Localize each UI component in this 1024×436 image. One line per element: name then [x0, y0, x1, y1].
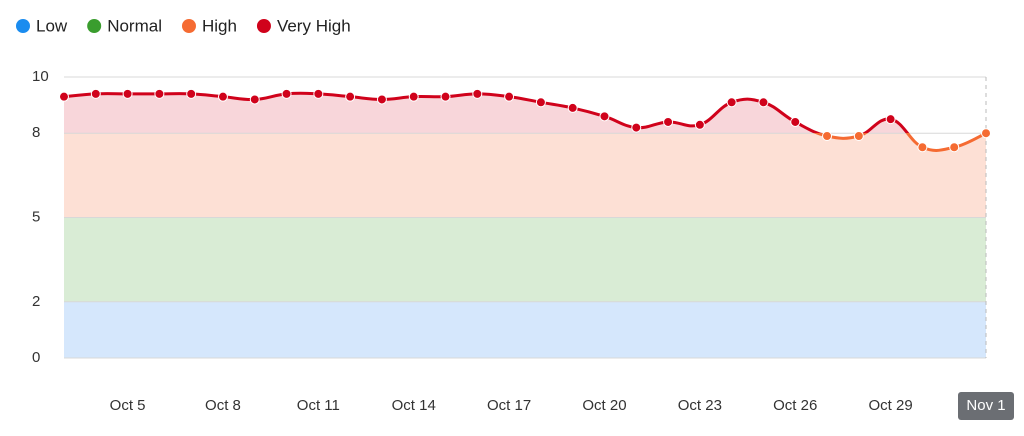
y-tick-label: 2 — [32, 293, 40, 310]
point — [186, 88, 197, 99]
point — [981, 128, 991, 139]
x-tick-label: Oct 26 — [773, 397, 817, 414]
legend-swatch — [16, 19, 30, 33]
legend-label: Normal — [107, 16, 162, 35]
point — [59, 91, 69, 102]
y-tick-label: 8 — [32, 124, 40, 141]
x-tick-label: Oct 5 — [110, 397, 146, 414]
point — [345, 91, 356, 102]
y-tick-label: 10 — [32, 68, 49, 85]
point — [917, 142, 928, 153]
point — [790, 116, 801, 127]
x-tick-label: Oct 29 — [869, 397, 913, 414]
point — [535, 97, 546, 108]
x-tick-label: Oct 14 — [392, 397, 436, 414]
point — [440, 91, 451, 102]
point — [663, 116, 674, 127]
point — [281, 88, 292, 99]
legend-swatch — [87, 19, 102, 33]
point — [726, 97, 737, 108]
band — [64, 133, 986, 218]
band — [64, 301, 986, 358]
point — [408, 91, 419, 102]
y-tick-label: 0 — [32, 349, 40, 366]
y-tick-label: 5 — [32, 208, 40, 225]
point — [567, 102, 578, 113]
legend-label: High — [202, 16, 237, 35]
point — [504, 91, 515, 102]
point — [376, 94, 387, 105]
point — [90, 88, 101, 99]
legend-label: Very High — [277, 16, 351, 35]
x-tick-label: Oct 17 — [487, 397, 531, 414]
point — [853, 131, 864, 142]
x-tick-label: Oct 23 — [678, 397, 722, 414]
point — [472, 88, 483, 99]
legend-swatch — [181, 19, 196, 33]
point — [949, 142, 960, 153]
point — [217, 91, 228, 102]
point — [694, 119, 705, 130]
x-tick-label: Oct 8 — [205, 397, 241, 414]
point — [154, 88, 165, 99]
x-tick-label: Nov 1 — [966, 397, 1005, 414]
point — [313, 88, 324, 99]
legend-swatch — [256, 19, 271, 33]
point — [885, 114, 896, 125]
point — [822, 131, 833, 142]
point — [758, 97, 769, 108]
point — [249, 94, 260, 105]
x-label-highlight — [958, 392, 1014, 420]
band — [64, 217, 986, 302]
point — [631, 122, 642, 133]
legend-label: Low — [36, 16, 68, 35]
point — [599, 111, 610, 122]
band — [64, 93, 986, 134]
x-tick-label: Oct 11 — [297, 397, 340, 414]
point — [122, 88, 133, 99]
x-tick-label: Oct 20 — [582, 397, 626, 414]
